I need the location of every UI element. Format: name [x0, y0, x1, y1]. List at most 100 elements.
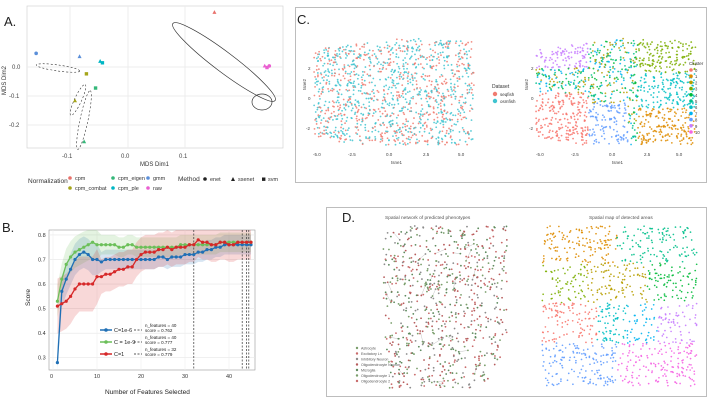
tsne-point: [556, 133, 558, 135]
tsne-point: [536, 73, 538, 75]
tsne-point: [587, 97, 589, 99]
tsne-point: [589, 57, 591, 59]
tsne-point: [598, 142, 600, 144]
area-point: [625, 376, 627, 378]
tsne-point: [390, 115, 392, 117]
tsne-point: [441, 141, 443, 143]
tsne-point: [451, 142, 453, 144]
area-point: [557, 246, 559, 248]
tsne-point: [686, 71, 688, 73]
tsne-point: [396, 95, 398, 97]
network-node: [487, 321, 489, 323]
tsne-point: [471, 48, 473, 50]
tsne-point: [607, 106, 609, 108]
area-point: [558, 256, 560, 258]
tsne-point: [388, 139, 390, 141]
tsne-point: [418, 38, 420, 40]
tsne-point: [342, 46, 344, 48]
tsne-point: [677, 83, 679, 85]
network-node: [494, 227, 496, 229]
area-point: [628, 235, 630, 237]
tsne-point: [375, 129, 377, 131]
tsne-point: [659, 71, 661, 73]
tsne-point: [682, 111, 684, 113]
tsne-point: [572, 97, 574, 99]
tsne-point: [427, 140, 429, 142]
tsne-point: [337, 137, 339, 139]
tsne-point: [419, 121, 421, 123]
tsne-point: [434, 42, 436, 44]
area-point: [694, 373, 696, 375]
tsne-point: [451, 90, 453, 92]
area-point: [609, 339, 611, 341]
network-node: [427, 288, 429, 290]
network-node: [432, 329, 434, 331]
tsne-point: [347, 101, 349, 103]
tsne-point: [399, 47, 401, 49]
tsne-point: [597, 70, 599, 72]
tsne-point: [631, 113, 633, 115]
area-point: [599, 306, 601, 308]
network-node: [493, 336, 495, 338]
tsne-point: [614, 105, 616, 107]
tsne-point: [618, 47, 620, 49]
tsne-point: [650, 43, 652, 45]
network-node: [398, 356, 400, 358]
network-node: [477, 227, 479, 229]
tsne-point: [407, 143, 409, 145]
network-node: [506, 331, 508, 333]
tsne-point: [462, 127, 464, 129]
tsne-point: [423, 68, 425, 70]
data-point: [153, 258, 156, 261]
network-node: [408, 343, 410, 345]
tsne-point: [538, 73, 540, 75]
area-point: [659, 239, 661, 241]
tsne-point: [630, 77, 632, 79]
tsne-point: [603, 57, 605, 59]
tsne-point: [565, 84, 567, 86]
area-point: [624, 279, 626, 281]
tsne-point: [636, 132, 638, 134]
tsne-point: [681, 129, 683, 131]
area-point: [554, 354, 556, 356]
area-point: [675, 286, 677, 288]
tsne-point: [402, 123, 404, 125]
tsne-point: [613, 46, 615, 48]
network-node: [442, 366, 444, 368]
area-point: [576, 228, 578, 230]
network-node: [459, 274, 461, 276]
area-point: [609, 307, 611, 309]
area-point: [628, 263, 630, 265]
data-point: [126, 265, 129, 268]
network-node: [438, 227, 440, 229]
area-point: [618, 291, 620, 293]
tsne-point: [369, 136, 371, 138]
area-point: [589, 239, 591, 241]
legend-label: 10: [695, 130, 700, 135]
tsne-point: [419, 131, 421, 133]
area-point: [658, 330, 660, 332]
tsne-point: [536, 67, 538, 69]
tsne-point: [434, 87, 436, 89]
area-point: [627, 330, 629, 332]
tsne-point: [377, 63, 379, 65]
area-point: [590, 325, 592, 327]
network-node: [480, 269, 482, 271]
area-point: [623, 242, 625, 244]
tsne-point: [396, 91, 398, 93]
tsne-point: [324, 57, 326, 59]
area-point: [615, 313, 617, 315]
tsne-point: [645, 100, 647, 102]
network-node: [384, 282, 386, 284]
area-point: [644, 309, 646, 311]
tsne-point: [559, 119, 561, 121]
tsne-point: [694, 46, 696, 48]
area-point: [611, 350, 613, 352]
network-node: [398, 294, 400, 296]
network-node: [435, 265, 437, 267]
data-point: [82, 246, 85, 249]
network-node: [472, 345, 474, 347]
area-point: [603, 354, 605, 356]
tsne-point: [574, 80, 576, 82]
